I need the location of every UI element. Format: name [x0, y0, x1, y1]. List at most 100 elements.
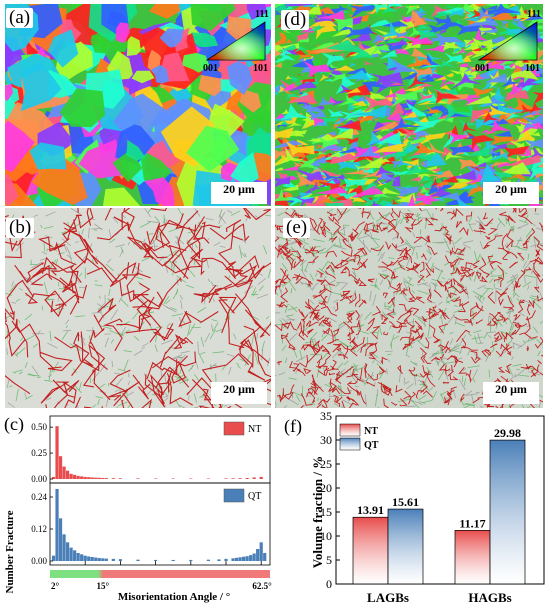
- histogram-bar: [136, 559, 140, 561]
- y-tick-label: 20: [320, 481, 332, 495]
- y-tick-label: 0.25: [31, 448, 47, 458]
- histogram-bar: [69, 473, 73, 479]
- histogram-bar: [206, 478, 210, 479]
- histogram-bar: [83, 476, 87, 479]
- histogram-bar: [245, 556, 249, 561]
- y-tick-label: 35: [320, 410, 332, 423]
- scale-bar-d: 20 μm: [483, 182, 539, 204]
- histogram-bar: [252, 477, 256, 479]
- scale-bar-label: 20 μm: [495, 382, 527, 396]
- x-axis-label: Misorientation Angle / °: [118, 591, 230, 603]
- histogram-bar: [76, 475, 80, 479]
- histogram-bar: [55, 489, 59, 561]
- histogram-bar: [90, 557, 94, 561]
- histogram-bar: [171, 478, 175, 479]
- scale-bar-a: 20 μm: [211, 182, 267, 204]
- y-tick-label: 0.50: [31, 422, 47, 432]
- y-tick-label: 0.24: [31, 492, 47, 502]
- ipf-label-001: 001: [203, 63, 218, 74]
- bar: [352, 516, 389, 585]
- panel-label-c: (c): [4, 414, 24, 435]
- histogram-chart: (c) Number Fracture Misorientation Angle…: [4, 414, 272, 603]
- scale-bar-e: 20 μm: [483, 382, 539, 404]
- plot-frame: [335, 415, 545, 585]
- y-tick-label: 0.00: [31, 556, 47, 566]
- histogram-bar: [76, 553, 80, 561]
- grain-boundary-map-nt: (b) 20 μm: [5, 208, 271, 408]
- histogram-bar: [171, 559, 175, 561]
- histogram-bar: [154, 559, 158, 561]
- grain-boundary-qt-image: [275, 208, 543, 408]
- histogram-bar: [111, 558, 115, 561]
- scale-bar-b: 20 μm: [211, 382, 267, 404]
- ipf-map-qt: (d) 111 001 101 20 μm: [275, 4, 543, 206]
- histogram-bar: [263, 553, 267, 561]
- legend-swatch: [223, 421, 245, 436]
- histogram-bar: [154, 478, 158, 479]
- histogram-bar: [90, 477, 94, 479]
- histogram-bar: [51, 476, 56, 479]
- histogram-bar: [104, 478, 108, 479]
- legend-label: NT: [364, 426, 378, 437]
- plot-frame: [49, 482, 271, 566]
- histogram-bar: [73, 550, 77, 561]
- histogram-bar: [55, 426, 59, 479]
- data-label: 11.17: [459, 516, 485, 530]
- histogram-bar: [73, 474, 77, 479]
- y-tick-label: 5: [326, 553, 332, 567]
- histogram-bar: [58, 518, 63, 561]
- scale-bar-label: 20 μm: [223, 382, 255, 396]
- histogram-bar: [111, 478, 115, 479]
- ipf-map-nt: (a) 111 001 101 20 μm: [5, 4, 271, 206]
- color-bar-tick-label: 62.5°: [252, 581, 272, 591]
- histogram-bar: [231, 558, 235, 561]
- ipf-triangle-icon: [477, 21, 538, 61]
- x-category-label: LAGBs: [367, 590, 409, 605]
- bar-chart: (f) Volume fraction / % 0 5 10 15 20 25 30 35 13…: [284, 410, 545, 605]
- histogram-bar: [249, 555, 253, 561]
- y-tick-label: 0.12: [31, 524, 47, 534]
- histogram-bar: [87, 556, 91, 561]
- color-bar: [50, 570, 270, 578]
- panel-label-b: (b): [6, 218, 35, 238]
- histogram-bar: [94, 557, 98, 561]
- panel-label-d: (d): [281, 10, 310, 30]
- histogram-bar: [259, 542, 263, 561]
- histogram-bar: [66, 542, 70, 561]
- data-label: 15.61: [392, 495, 419, 509]
- histogram-bar: [206, 559, 210, 561]
- y-tick-label: 0: [326, 577, 332, 591]
- histogram-bar: [217, 559, 221, 561]
- data-label: 13.91: [357, 503, 384, 517]
- ipf-label-101: 101: [253, 63, 268, 74]
- scale-bar-label: 20 μm: [495, 182, 527, 196]
- histogram-bar: [80, 476, 84, 479]
- histogram-bar: [104, 558, 108, 561]
- histogram-bar: [256, 549, 260, 561]
- y-tick-label: 0.00: [31, 474, 47, 484]
- histogram-bar: [62, 466, 66, 479]
- histogram-bar: [259, 476, 263, 479]
- panel-label-e: (e): [283, 218, 311, 238]
- legend-swatch: [223, 488, 245, 503]
- bar: [489, 439, 526, 585]
- y-axis-label: Volume fraction / %: [310, 456, 325, 569]
- ipf-map-nt-image: [5, 4, 271, 206]
- scale-bar-label: 20 μm: [223, 182, 255, 196]
- color-bar-tick-label: 2°: [51, 581, 60, 591]
- histogram-bar: [101, 558, 105, 561]
- ipf-label-111: 111: [527, 9, 541, 20]
- x-category-label: HAGBs: [468, 590, 511, 605]
- histogram-bar: [58, 456, 63, 479]
- ipf-label-001: 001: [475, 63, 490, 74]
- histogram-bar: [97, 558, 101, 561]
- histogram-bar: [80, 554, 84, 561]
- legend-label: NT: [248, 424, 261, 435]
- ipf-triangle-icon: [205, 21, 266, 61]
- legend-label: QT: [364, 440, 379, 451]
- histogram-bar: [97, 477, 101, 479]
- color-bar-tick-label: 15°: [96, 581, 109, 591]
- grain-boundary-map-qt: (e) 20 μm: [275, 208, 543, 408]
- histogram-bar: [101, 477, 105, 479]
- legend-swatch: [339, 423, 361, 437]
